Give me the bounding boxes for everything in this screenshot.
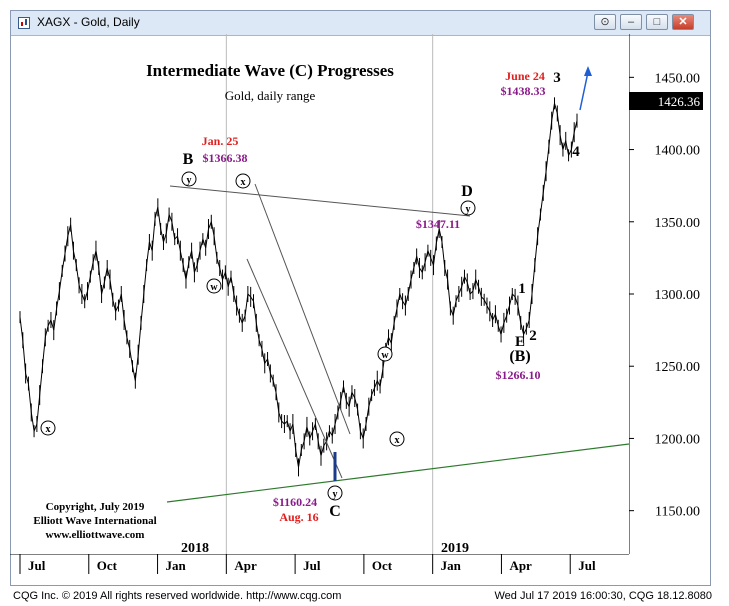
- circle-label-x-oct: x: [389, 431, 405, 447]
- circle-label-y-b: y: [181, 171, 197, 187]
- copyright-line-3: www.elliottwave.com: [46, 529, 145, 541]
- wave-label-b: B: [183, 151, 194, 168]
- year-label-2018: 2018: [181, 541, 209, 554]
- price-tick-label: 1450.00: [655, 71, 701, 86]
- circle-label-y-d: y: [460, 200, 476, 216]
- price-tick-label: 1350.00: [655, 216, 701, 231]
- chart-title: Intermediate Wave (C) Progresses: [146, 61, 394, 80]
- wave-label-2: 2: [529, 328, 537, 344]
- svg-text:x: x: [395, 435, 400, 446]
- svg-text:x: x: [46, 424, 51, 435]
- time-tick-label: Oct: [372, 558, 393, 573]
- circle-label-x-left: x: [40, 420, 56, 436]
- time-tick-label: Jul: [578, 558, 596, 573]
- circle-label-w-oct: w: [377, 346, 393, 362]
- svg-text:x: x: [241, 177, 246, 188]
- chart-subtitle: Gold, daily range: [225, 88, 316, 103]
- copyright-line-2: Elliott Wave International: [33, 515, 156, 527]
- d-price-label: $1347.11: [416, 217, 460, 231]
- time-tick-label: Oct: [97, 558, 118, 573]
- june24-price-label: $1438.33: [501, 84, 546, 98]
- jan25-price-label: $1366.38: [203, 151, 248, 165]
- price-tick-label: 1400.00: [655, 144, 701, 159]
- svg-text:y: y: [333, 489, 338, 500]
- circle-label-y-c: y: [327, 485, 343, 501]
- time-tick-label: Apr: [234, 558, 257, 573]
- wave-label-3: 3: [553, 70, 561, 86]
- circle-label-x-b: x: [235, 173, 251, 189]
- footer-timestamp: Wed Jul 17 2019 16:00:30, CQG 18.12.8080: [494, 590, 712, 602]
- price-tick-label: 1150.00: [655, 505, 700, 520]
- price-line: [19, 103, 578, 468]
- chart-window: XAGX - Gold, Daily ⊙ – □ ✕: [10, 10, 711, 586]
- up-arrow-icon: [579, 66, 592, 111]
- status-bar: CQG Inc. © 2019 All rights reserved worl…: [0, 586, 729, 606]
- wave-label-d: D: [461, 183, 473, 200]
- price-chart-plot[interactable]: Intermediate Wave (C) Progresses Gold, d…: [10, 34, 629, 554]
- june24-date-label: June 24: [505, 69, 545, 83]
- window-titlebar[interactable]: XAGX - Gold, Daily ⊙ – □ ✕: [11, 11, 710, 36]
- footer-copyright: CQG Inc. © 2019 All rights reserved worl…: [13, 590, 342, 602]
- last-price-marker: 1426.36: [629, 92, 703, 110]
- time-axis[interactable]: Jul Oct Jan Apr Jul Oct Jan Apr Jul: [10, 554, 629, 576]
- price-axis[interactable]: 1450.00 1400.00 1350.00 1300.00 1250.00 1200.…: [629, 34, 711, 554]
- aug16-date-label: Aug. 16: [279, 510, 318, 524]
- close-button[interactable]: ✕: [672, 14, 694, 30]
- price-tick-label: 1300.00: [655, 288, 701, 303]
- minimize-button[interactable]: –: [620, 14, 642, 30]
- wave-label-c: C: [329, 503, 341, 520]
- svg-text:w: w: [381, 350, 389, 361]
- time-gridlines: [225, 34, 434, 554]
- window-title: XAGX - Gold, Daily: [37, 15, 140, 29]
- circle-label-w-b: w: [206, 278, 222, 294]
- price-tick-label: 1250.00: [655, 360, 701, 375]
- svg-text:y: y: [187, 175, 192, 186]
- trendline-lower-channel: [246, 258, 343, 479]
- e-price-label: $1266.10: [496, 368, 541, 382]
- time-tick-label: Jul: [28, 558, 46, 573]
- jan25-date-label: Jan. 25: [202, 134, 239, 148]
- last-price-label: 1426.36: [658, 94, 701, 109]
- copyright-line-1: Copyright, July 2019: [46, 501, 145, 513]
- time-tick-label: Jan: [441, 558, 462, 573]
- svg-text:y: y: [466, 204, 471, 215]
- link-icon[interactable]: ⊙: [594, 14, 616, 30]
- time-tick-label: Jul: [303, 558, 321, 573]
- wave-label-1: 1: [518, 281, 526, 297]
- aug16-price-label: $1160.24: [273, 495, 317, 509]
- wave-label-4: 4: [572, 144, 580, 160]
- maximize-button[interactable]: □: [646, 14, 668, 30]
- price-tick-label: 1200.00: [655, 432, 701, 447]
- chart-app-icon: [18, 17, 30, 29]
- time-tick-label: Jan: [166, 558, 187, 573]
- wave-label-b-paren: (B): [509, 348, 530, 365]
- year-label-2019: 2019: [441, 541, 469, 554]
- svg-text:w: w: [210, 282, 218, 293]
- time-tick-label: Apr: [509, 558, 532, 573]
- trendline-b-d: [169, 185, 471, 217]
- trendline-upper-channel: [254, 183, 351, 435]
- wave-label-e: E: [515, 334, 525, 350]
- price-series: [19, 97, 578, 477]
- trendline-support: [166, 443, 629, 503]
